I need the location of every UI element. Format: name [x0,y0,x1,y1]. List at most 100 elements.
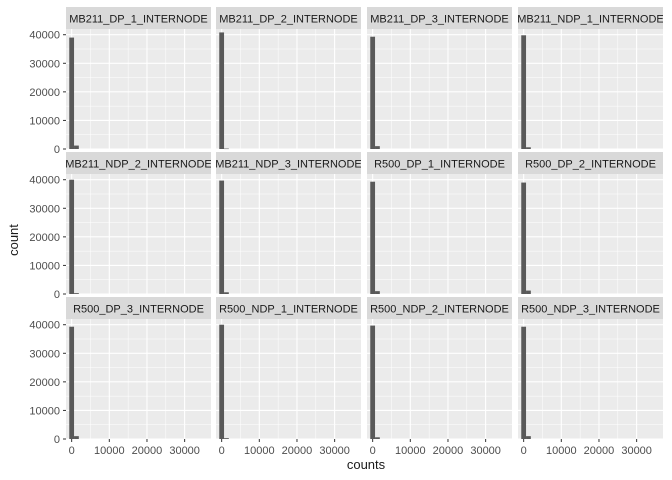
facet-strip-label: R500_NDP_1_INTERNODE [219,304,358,316]
y-axis-title: count [6,224,21,256]
facet-strip [518,297,663,319]
x-axis-title: counts [347,457,386,472]
x-tick-label: 10000 [244,445,275,457]
y-tick-label: 0 [54,434,60,446]
facet-strip-label: R500_DP_1_INTERNODE [374,159,505,171]
y-tick-label: 10000 [29,115,60,127]
panel-background [518,319,663,439]
facet-strip-label: R500_DP_3_INTERNODE [73,304,204,316]
facet-panel: R500_NDP_2_INTERNODE 0 10000 20000 30000 [367,297,512,457]
y-tick-label: 10000 [29,260,60,272]
facet-strip [367,152,512,174]
facet-strip-label: MB211_NDP_1_INTERNODE [517,14,664,26]
y-tick-label: 40000 [29,175,60,187]
histogram-bar-0 [521,35,527,149]
y-tick-label: 20000 [29,232,60,244]
facet-panel: MB211_NDP_1_INTERNODE [517,7,664,150]
facet-strip-label: MB211_DP_3_INTERNODE [370,14,509,26]
y-tick-label: 30000 [29,58,60,70]
y-tick-label: 40000 [29,320,60,332]
facet-strip [518,7,663,29]
panel-background [518,174,663,294]
histogram-bar-1 [74,145,79,149]
x-tick-label: 10000 [94,445,125,457]
histogram-bar-1 [526,147,531,149]
histogram-bar-1 [375,146,380,149]
x-tick-label: 30000 [621,445,652,457]
facet-strip [216,152,361,174]
histogram-bar-1 [224,438,229,439]
facet-strip-label: R500_DP_2_INTERNODE [525,159,656,171]
histogram-bar-1 [526,436,531,439]
facet-strip [518,152,663,174]
histogram-bar-0 [69,37,75,150]
facet-strip [216,7,361,29]
x-tick-label: 20000 [433,445,464,457]
histogram-bar-0 [370,181,376,294]
panel-background [66,29,211,149]
x-tick-label: 30000 [319,445,350,457]
x-tick-label: 20000 [282,445,313,457]
x-tick-label: 0 [521,445,527,457]
facet-strip-label: MB211_DP_1_INTERNODE [69,14,208,26]
facet-strip-label: MB211_NDP_2_INTERNODE [65,159,212,171]
panel-background [66,174,211,294]
facet-strip [367,7,512,29]
histogram-bar-0 [69,179,75,294]
y-tick-label: 30000 [29,348,60,360]
x-tick-label: 20000 [132,445,163,457]
histogram-bar-0 [521,326,527,439]
histogram-bar-1 [526,290,531,294]
x-tick-label: 0 [219,445,225,457]
x-tick-label: 10000 [395,445,426,457]
x-tick-label: 10000 [546,445,577,457]
facet-panel: MB211_NDP_3_INTERNODE [215,152,362,295]
facet-strip-label: R500_NDP_3_INTERNODE [521,304,660,316]
x-tick-label: 30000 [470,445,501,457]
facet-strip [66,297,211,319]
facet-strip [66,7,211,29]
facet-panel: R500_NDP_1_INTERNODE 0 10000 20000 30000 [216,297,361,457]
facet-panel: MB211_NDP_2_INTERNODE 0 10000 20000 30000 400… [29,152,211,301]
panel-background [66,319,211,439]
facet-strip [216,297,361,319]
facet-panel: MB211_DP_3_INTERNODE [367,7,512,150]
facet-panel: MB211_DP_1_INTERNODE 0 10000 20000 30000 4000… [29,7,211,156]
histogram-bar-0 [219,32,225,149]
x-tick-label: 20000 [584,445,615,457]
histogram-bar-0 [521,182,527,294]
panel-background [216,29,361,149]
histogram-bar-1 [74,436,79,439]
y-tick-label: 0 [54,144,60,156]
y-tick-label: 30000 [29,203,60,215]
histogram-bar-0 [219,180,225,294]
facet-panel: R500_DP_3_INTERNODE 0 10000 20000 30000 40000… [29,297,211,457]
histogram-bar-1 [224,292,229,294]
histogram-bar-0 [370,325,376,439]
panel-background [216,319,361,439]
facet-strip-label: R500_NDP_2_INTERNODE [370,304,509,316]
histogram-bar-1 [375,291,380,294]
histogram-bar-1 [375,437,380,439]
histogram-bar-0 [370,36,376,149]
panel-background [518,29,663,149]
histogram-bar-1 [224,148,229,150]
y-tick-label: 0 [54,289,60,301]
y-tick-label: 20000 [29,377,60,389]
y-tick-label: 10000 [29,405,60,417]
facet-panel: R500_NDP_3_INTERNODE 0 10000 20000 30000 [518,297,663,457]
x-tick-label: 0 [69,445,75,457]
panel-background [367,174,512,294]
panel-background [216,174,361,294]
histogram-bar-1 [74,293,79,294]
facet-panel: R500_DP_1_INTERNODE [367,152,512,295]
facet-panel: R500_DP_2_INTERNODE [518,152,663,295]
histogram-bar-0 [219,324,225,439]
facet-strip-label: MB211_NDP_3_INTERNODE [215,159,362,171]
x-tick-label: 0 [370,445,376,457]
y-tick-label: 20000 [29,87,60,99]
facet-strip [66,152,211,174]
facet-strip [367,297,512,319]
panel-background [367,29,512,149]
